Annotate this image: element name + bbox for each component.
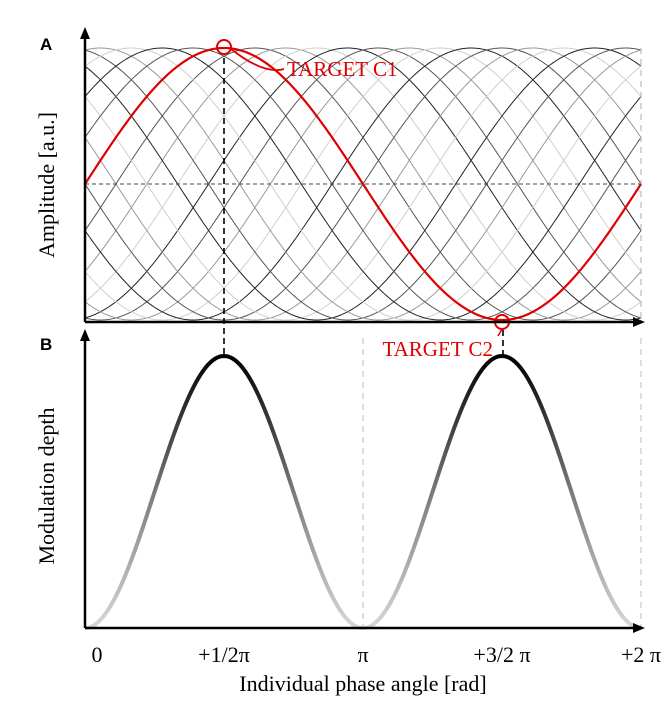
target-c2-label: TARGET C2 [382, 337, 493, 361]
panel-a-chart: TARGET C1 TARGET C2 [84, 39, 642, 361]
panel-a-y-label: Amplitude [a.u.] [34, 112, 59, 258]
background-sinusoid [84, 47, 642, 321]
target-c1-label: TARGET C1 [287, 57, 398, 81]
x-tick-label: π [357, 642, 368, 667]
background-sinusoids [84, 47, 642, 321]
panel-b-x-arrow [633, 623, 645, 633]
x-tick-labels: 0 +1/2π π +3/2 π +2 π [92, 642, 662, 667]
panel-b-y-label: Modulation depth [34, 407, 59, 564]
x-tick-label: +2 π [621, 642, 661, 667]
target-markers: TARGET C1 TARGET C2 [216, 39, 510, 361]
panel-letter-a: A [40, 35, 52, 54]
panel-a-y-arrow [80, 27, 90, 39]
x-tick-label: +3/2 π [473, 642, 530, 667]
panel-a-x-arrow [633, 317, 645, 327]
target-sine-curve [84, 46, 642, 322]
panel-b-y-arrow [80, 329, 90, 341]
target-c1-leader [230, 48, 285, 71]
x-tick-label: 0 [92, 642, 103, 667]
panel-b-chart [84, 338, 642, 631]
x-axis-label: Individual phase angle [rad] [239, 671, 486, 696]
target-c2-leader [497, 328, 503, 337]
target-c1-marker [216, 39, 232, 55]
x-tick-label: +1/2π [198, 642, 250, 667]
background-sinusoid [84, 47, 642, 321]
panel-letter-b: B [40, 335, 52, 354]
